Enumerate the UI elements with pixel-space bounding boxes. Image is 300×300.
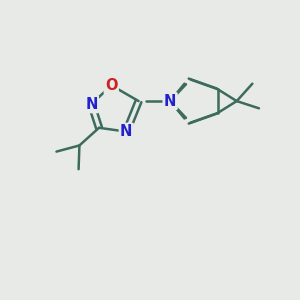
Text: O: O — [105, 78, 118, 93]
Text: N: N — [120, 124, 133, 139]
Text: N: N — [85, 97, 98, 112]
Text: N: N — [164, 94, 176, 109]
